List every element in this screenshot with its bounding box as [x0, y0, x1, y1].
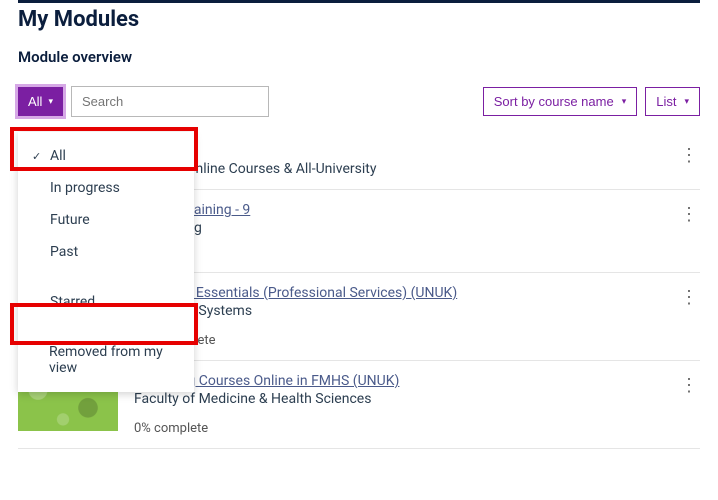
course-faculty: m Open Online Courses & All-University — [134, 161, 662, 177]
view-dropdown[interactable]: List ▾ — [645, 87, 700, 116]
chevron-down-icon: ▾ — [684, 96, 689, 107]
filter-all-label: All — [28, 94, 42, 109]
chevron-down-icon: ▾ — [48, 96, 53, 107]
page-subtitle: Module overview — [18, 48, 700, 66]
course-progress: 0% complete — [134, 421, 662, 436]
filter-item-label: In progress — [50, 180, 120, 196]
filter-item-removed[interactable]: Removed from my view — [18, 336, 194, 384]
filter-item-all[interactable]: ✓ All — [18, 140, 194, 172]
filter-item-label: Past — [50, 244, 78, 260]
filter-item-starred[interactable]: Starred — [18, 286, 194, 318]
kebab-icon[interactable]: ⋮ — [678, 145, 700, 166]
controls-row: All ▾ Sort by course name ▾ List ▾ — [18, 86, 700, 117]
course-faculty: University Systems — [134, 303, 662, 319]
sort-label: Sort by course name — [494, 94, 614, 109]
filter-item-label: All — [50, 148, 66, 164]
course-faculty: ity Training — [134, 220, 662, 236]
check-icon: ✓ — [32, 150, 42, 163]
chevron-down-icon: ▾ — [622, 96, 627, 107]
kebab-icon[interactable]: ⋮ — [678, 375, 700, 396]
filter-item-in-progress[interactable]: In progress — [18, 172, 194, 204]
filter-dropdown: ✓ All In progress Future Past Starred Re… — [18, 132, 194, 392]
filter-item-past[interactable]: Past — [18, 236, 194, 268]
filter-item-label: Future — [50, 212, 90, 228]
top-rule — [18, 0, 700, 3]
filter-item-label: Removed from my view — [49, 344, 180, 376]
sort-dropdown[interactable]: Sort by course name ▾ — [483, 87, 637, 116]
course-progress: 81% complete — [134, 333, 662, 348]
view-label: List — [656, 94, 676, 109]
search-input[interactable] — [71, 86, 269, 117]
kebab-icon[interactable]: ⋮ — [678, 204, 700, 225]
filter-all-button[interactable]: All ▾ — [18, 87, 63, 116]
course-faculty: Faculty of Medicine & Health Sciences — [134, 391, 662, 407]
kebab-icon[interactable]: ⋮ — [678, 287, 700, 308]
filter-item-future[interactable]: Future — [18, 204, 194, 236]
page-title: My Modules — [18, 7, 700, 32]
filter-item-label: Starred — [50, 294, 95, 310]
